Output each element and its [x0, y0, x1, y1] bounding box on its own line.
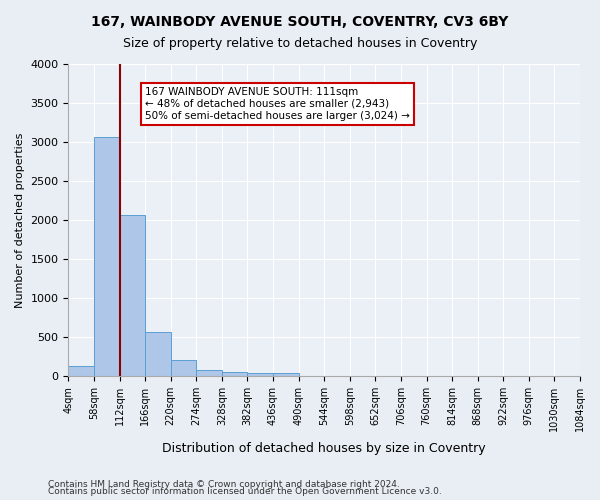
Y-axis label: Number of detached properties: Number of detached properties	[15, 132, 25, 308]
X-axis label: Distribution of detached houses by size in Coventry: Distribution of detached houses by size …	[163, 442, 486, 455]
Bar	[273, 373, 299, 376]
Text: Contains HM Land Registry data © Crown copyright and database right 2024.: Contains HM Land Registry data © Crown c…	[48, 480, 400, 489]
Text: 167, WAINBODY AVENUE SOUTH, COVENTRY, CV3 6BY: 167, WAINBODY AVENUE SOUTH, COVENTRY, CV…	[91, 15, 509, 29]
Bar	[196, 370, 222, 376]
Bar	[145, 332, 171, 376]
Bar	[247, 373, 273, 376]
Bar	[119, 216, 145, 376]
Bar	[222, 372, 247, 376]
Bar	[94, 138, 119, 376]
Text: Size of property relative to detached houses in Coventry: Size of property relative to detached ho…	[123, 38, 477, 51]
Bar	[171, 360, 196, 376]
Bar	[68, 366, 94, 376]
Text: Contains public sector information licensed under the Open Government Licence v3: Contains public sector information licen…	[48, 488, 442, 496]
Text: 167 WAINBODY AVENUE SOUTH: 111sqm
← 48% of detached houses are smaller (2,943)
5: 167 WAINBODY AVENUE SOUTH: 111sqm ← 48% …	[145, 88, 410, 120]
